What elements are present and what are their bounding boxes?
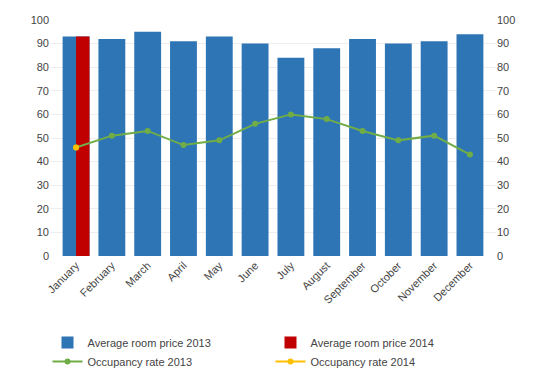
svg-text:50: 50 <box>37 132 49 144</box>
svg-text:80: 80 <box>497 61 509 73</box>
svg-text:May: May <box>201 259 225 283</box>
svg-text:February: February <box>78 259 118 299</box>
svg-text:70: 70 <box>497 85 509 97</box>
svg-text:50: 50 <box>497 132 509 144</box>
svg-text:90: 90 <box>497 37 509 49</box>
svg-text:June: June <box>235 259 260 284</box>
svg-text:November: November <box>395 259 440 304</box>
svg-text:30: 30 <box>37 179 49 191</box>
svg-text:10: 10 <box>37 226 49 238</box>
svg-text:70: 70 <box>37 85 49 97</box>
svg-text:April: April <box>165 259 189 283</box>
svg-text:20: 20 <box>37 203 49 215</box>
svg-text:100: 100 <box>31 14 49 26</box>
svg-text:October: October <box>367 259 403 295</box>
svg-text:0: 0 <box>497 250 503 262</box>
svg-text:90: 90 <box>37 37 49 49</box>
svg-text:September: September <box>321 259 368 306</box>
svg-text:60: 60 <box>37 108 49 120</box>
svg-text:August: August <box>299 259 332 292</box>
svg-text:December: December <box>431 259 476 304</box>
svg-text:Average room price 2014: Average room price 2014 <box>311 337 434 349</box>
svg-text:July: July <box>274 259 297 282</box>
svg-text:March: March <box>123 259 153 289</box>
svg-text:0: 0 <box>43 250 49 262</box>
svg-text:100: 100 <box>497 14 515 26</box>
svg-text:60: 60 <box>497 108 509 120</box>
svg-text:20: 20 <box>497 203 509 215</box>
svg-text:80: 80 <box>37 61 49 73</box>
svg-text:10: 10 <box>497 226 509 238</box>
svg-text:30: 30 <box>497 179 509 191</box>
svg-text:Average room price 2013: Average room price 2013 <box>88 337 211 349</box>
svg-text:January: January <box>45 259 82 296</box>
svg-text:40: 40 <box>497 155 509 167</box>
svg-text:40: 40 <box>37 155 49 167</box>
svg-text:Occupancy rate 2014: Occupancy rate 2014 <box>311 356 416 368</box>
svg-text:Occupancy rate 2013: Occupancy rate 2013 <box>88 356 193 368</box>
